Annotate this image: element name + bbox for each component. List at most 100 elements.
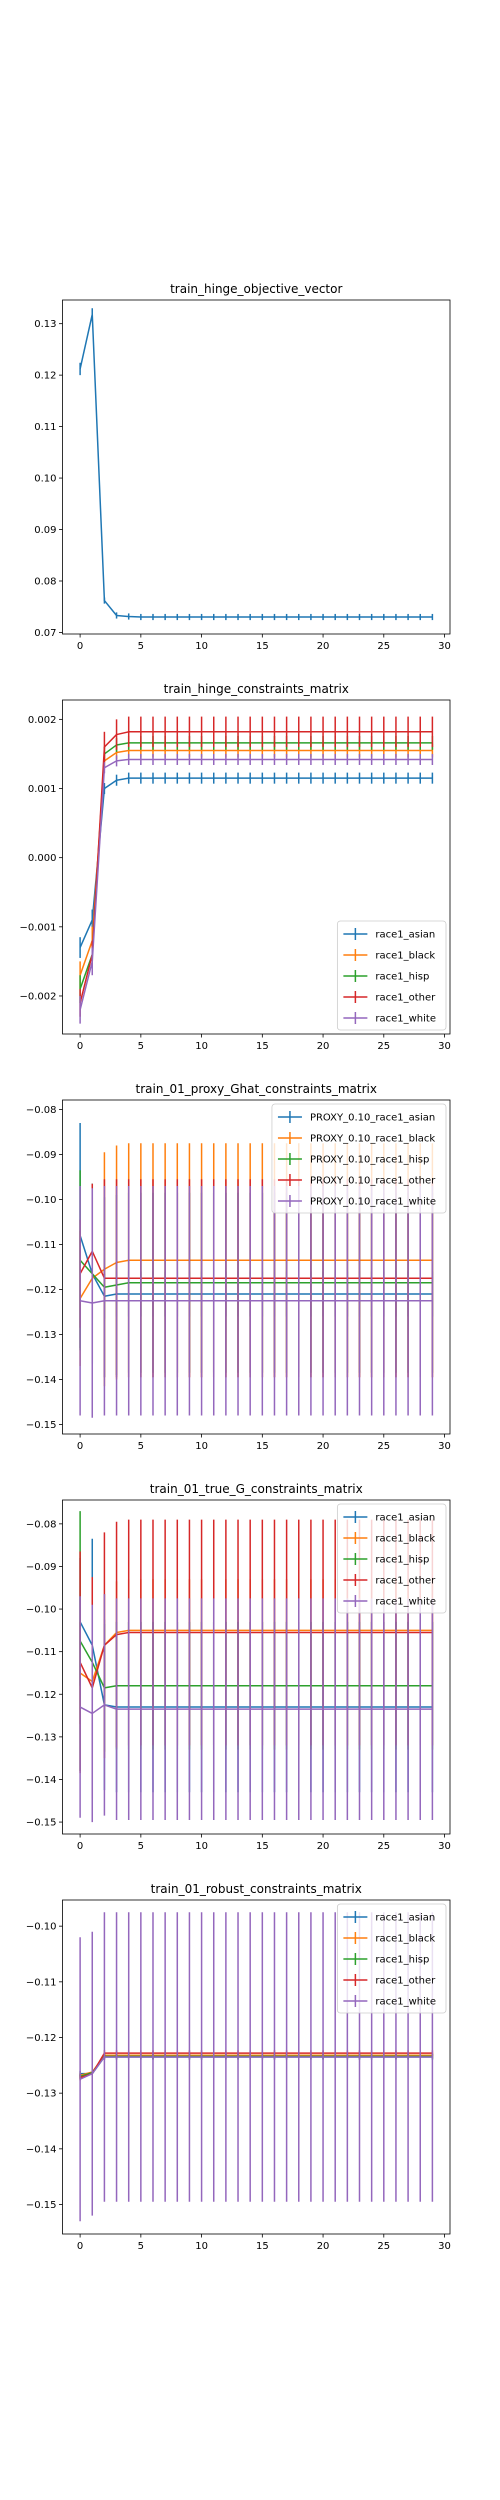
legend-label: race1_hisp <box>375 1555 429 1566</box>
legend: race1_asian race1_black race1_hisp race1_ot… <box>336 1503 447 1614</box>
legend-label: race1_asian <box>375 1913 435 1924</box>
x-tick-label: 0 <box>77 641 83 652</box>
series-line <box>79 1629 433 1683</box>
axes-frame <box>62 1899 451 2235</box>
chart-title: train_01_true_G_constraints_matrix <box>150 1482 363 1496</box>
x-tick-label: 0 <box>77 1441 83 1452</box>
series-line <box>79 2052 433 2079</box>
legend-label: PROXY_0.10_race1_asian <box>310 1113 435 1124</box>
legend-label: race1_asian <box>375 930 435 941</box>
y-tick-label: −0.14 <box>26 1375 57 1386</box>
chart-title: train_hinge_constraints_matrix <box>164 682 349 696</box>
x-tick-label: 10 <box>195 1041 208 1052</box>
y-tick-label: −0.12 <box>26 1285 57 1296</box>
series-race1_other <box>79 716 434 1017</box>
x-tick-label: 15 <box>256 1841 269 1852</box>
y-tick-label: 0.09 <box>34 525 56 536</box>
legend-label: race1_other <box>375 1576 436 1587</box>
y-tick-label: 0.13 <box>34 319 56 330</box>
series-line <box>79 758 433 1010</box>
chart-title: train_01_robust_constraints_matrix <box>151 1882 362 1896</box>
x-tick-label: 15 <box>256 1041 269 1052</box>
legend-frame <box>336 1903 447 2014</box>
series-line <box>79 1704 433 1715</box>
x-tick-label: 10 <box>195 641 208 652</box>
y-tick-label: −0.08 <box>26 1105 57 1116</box>
y-tick-label: −0.08 <box>26 1519 57 1530</box>
x-tick-label: 0 <box>77 1841 83 1852</box>
legend-label: race1_hisp <box>375 972 429 983</box>
x-tick-label: 25 <box>377 1841 390 1852</box>
legend-label: race1_black <box>375 1534 435 1545</box>
y-tick-label: −0.15 <box>26 1420 57 1431</box>
legend-frame <box>271 1103 447 1214</box>
legend-frame <box>336 1503 447 1614</box>
x-tick-label: 30 <box>438 641 451 652</box>
legend-label: race1_white <box>375 1997 436 2008</box>
y-tick-label: 0.11 <box>34 422 56 433</box>
x-tick-label: 30 <box>438 1841 451 1852</box>
x-tick-label: 20 <box>317 1841 330 1852</box>
series-line <box>79 1259 433 1289</box>
x-tick-label: 5 <box>138 1441 144 1452</box>
y-tick-label: 0.07 <box>34 628 56 639</box>
x-tick-label: 30 <box>438 1041 451 1052</box>
y-tick-label: 0.10 <box>34 474 56 485</box>
y-tick-label: −0.11 <box>26 1647 57 1658</box>
chart-panel-5: train_01_robust_constraints_matrix 0 5 10 15… <box>26 1882 451 2252</box>
series-line <box>79 1640 433 1689</box>
y-tick-label: −0.10 <box>26 1605 57 1616</box>
x-tick-label: 5 <box>138 641 144 652</box>
legend-label: PROXY_0.10_race1_black <box>310 1134 435 1145</box>
series-line <box>79 2054 433 2077</box>
y-tick-label: −0.15 <box>26 1818 57 1829</box>
axes-frame <box>62 299 451 635</box>
y-tick-label: −0.12 <box>26 2033 57 2044</box>
series-line <box>79 1250 433 1279</box>
x-tick-label: 20 <box>317 641 330 652</box>
x-tick-label: 10 <box>195 1441 208 1452</box>
x-tick-label: 20 <box>317 2241 330 2252</box>
y-tick-label: −0.09 <box>26 1562 57 1573</box>
series-line <box>79 742 433 990</box>
x-tick-label: 0 <box>77 2241 83 2252</box>
y-tick-label: −0.11 <box>26 1240 57 1251</box>
x-tick-label: 30 <box>438 1441 451 1452</box>
plot-data <box>79 1511 434 1823</box>
legend-label: race1_hisp <box>375 1955 429 1966</box>
y-tick-label: −0.12 <box>26 1690 57 1701</box>
y-tick-label: −0.13 <box>26 2089 57 2100</box>
chart-panel-1: train_hinge_objective_vector 0 5 10 15 20 25 30… <box>34 282 451 652</box>
series-line <box>80 2056 433 2075</box>
series-race1_white <box>79 1594 434 1823</box>
plot-data <box>79 716 434 1024</box>
x-tick-label: 20 <box>317 1441 330 1452</box>
y-tick-label: 0.08 <box>34 576 56 587</box>
y-tick-label: −0.09 <box>26 1150 57 1161</box>
x-tick-label: 25 <box>377 2241 390 2252</box>
series-race1_asian <box>79 772 434 958</box>
x-tick-label: 5 <box>138 1041 144 1052</box>
y-tick-label: 0.12 <box>34 371 56 382</box>
x-tick-label: 15 <box>256 641 269 652</box>
y-tick-label: −0.10 <box>26 1195 57 1206</box>
legend-label: race1_other <box>375 993 436 1004</box>
legend-label: race1_white <box>375 1597 436 1608</box>
chart-panel-2: train_hinge_constraints_matrix 0 5 10 15 20 25… <box>19 682 450 1052</box>
chart-title: train_hinge_objective_vector <box>170 282 342 296</box>
axes-frame <box>62 699 451 1035</box>
x-tick-label: 15 <box>256 2241 269 2252</box>
legend: PROXY_0.10_race1_asian PROXY_0.10_race1_b… <box>271 1103 447 1214</box>
plot-data <box>79 308 434 621</box>
legend-label: race1_asian <box>375 1513 435 1524</box>
series-line <box>79 1235 433 1298</box>
x-tick-label: 30 <box>438 2241 451 2252</box>
legend-label: PROXY_0.10_race1_other <box>310 1176 436 1187</box>
legend: race1_asian race1_black race1_hisp race1_ot… <box>336 1903 447 2014</box>
chart-title: train_01_proxy_Ghat_constraints_matrix <box>136 1082 377 1096</box>
series-line <box>79 731 433 1004</box>
legend: race1_asian race1_black race1_hisp race1_ot… <box>336 920 447 1031</box>
series-race1_white <box>79 753 434 1024</box>
series-line <box>79 1300 433 1304</box>
